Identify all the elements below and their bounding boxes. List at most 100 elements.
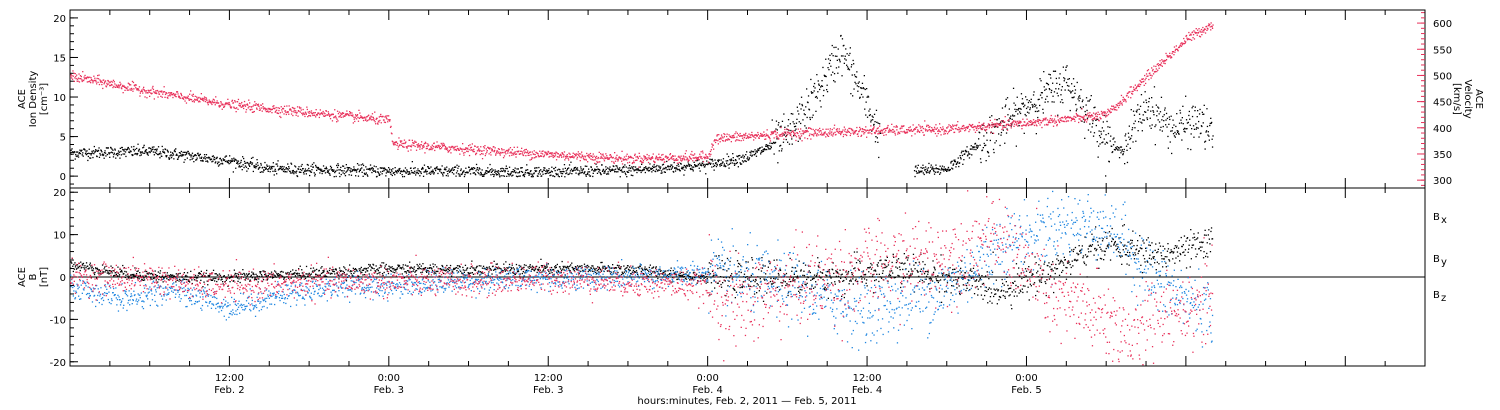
velocity-point <box>617 160 619 162</box>
density-point <box>691 168 693 170</box>
density-point <box>770 145 772 147</box>
density-point <box>734 163 736 165</box>
density-point <box>561 173 564 175</box>
velocity-point <box>723 136 725 138</box>
density-point <box>263 166 266 168</box>
velocity-point <box>294 111 296 114</box>
density-point <box>1194 110 1196 112</box>
velocity-point <box>246 103 248 105</box>
density-point <box>310 171 313 173</box>
velocity-point <box>530 158 533 161</box>
density-point <box>789 123 791 125</box>
velocity-point <box>637 156 639 158</box>
density-point <box>1138 121 1140 123</box>
density-point <box>1168 123 1170 125</box>
velocity-point <box>223 106 225 108</box>
velocity-point <box>633 162 635 164</box>
density-point <box>1175 125 1177 128</box>
density-point <box>590 166 592 168</box>
velocity-point <box>783 131 785 133</box>
density-point <box>251 163 253 166</box>
velocity-point <box>480 146 482 148</box>
velocity-point <box>548 156 550 158</box>
velocity-point <box>1130 97 1132 99</box>
velocity-point <box>281 111 283 113</box>
density-point <box>98 147 100 149</box>
velocity-point <box>737 139 739 141</box>
velocity-point <box>358 109 360 111</box>
density-point <box>113 153 115 156</box>
density-point <box>225 155 228 157</box>
density-point <box>542 173 544 175</box>
density-point <box>728 163 731 165</box>
density-point <box>288 167 290 169</box>
velocity-point <box>979 126 982 128</box>
density-point <box>535 170 537 173</box>
density-point <box>71 151 74 153</box>
density-point <box>996 119 998 121</box>
density-point <box>125 155 127 158</box>
velocity-point <box>664 161 666 163</box>
velocity-point <box>846 129 849 131</box>
velocity-point <box>1009 125 1011 127</box>
density-point <box>855 76 858 78</box>
density-point <box>176 154 178 156</box>
density-point <box>943 170 945 172</box>
density-point <box>538 171 540 173</box>
density-point <box>957 161 959 163</box>
density-point <box>398 168 400 170</box>
velocity-point <box>164 96 166 98</box>
velocity-point <box>231 100 233 102</box>
velocity-point <box>781 132 784 134</box>
density-point <box>244 165 247 167</box>
velocity-point <box>785 135 787 137</box>
density-point <box>1186 128 1188 130</box>
density-point <box>465 167 467 169</box>
velocity-point <box>409 145 412 147</box>
velocity-point <box>160 91 162 93</box>
density-point <box>452 167 454 169</box>
density-point <box>569 170 572 172</box>
velocity-point <box>552 156 554 159</box>
density-point <box>159 157 161 159</box>
velocity-point <box>926 125 928 128</box>
velocity-point <box>243 107 245 110</box>
velocity-point <box>194 98 196 100</box>
velocity-point <box>110 84 112 87</box>
velocity-point <box>1131 93 1134 95</box>
velocity-point <box>195 99 197 101</box>
velocity-point <box>400 141 402 143</box>
velocity-point <box>159 90 161 93</box>
velocity-point <box>830 134 832 136</box>
velocity-point <box>90 77 92 79</box>
density-point <box>1059 73 1061 75</box>
density-point <box>655 168 658 170</box>
density-point <box>1172 119 1174 121</box>
density-point <box>330 168 332 170</box>
velocity-point <box>157 96 159 98</box>
velocity-point <box>757 133 759 136</box>
velocity-point <box>836 130 838 132</box>
velocity-point <box>249 102 251 104</box>
velocity-point <box>143 90 146 92</box>
density-point <box>436 168 439 170</box>
velocity-point <box>1121 104 1123 106</box>
density-point <box>205 154 208 156</box>
density-point <box>412 172 414 174</box>
velocity-point <box>918 131 920 133</box>
density-point <box>519 175 521 177</box>
density-point <box>550 170 553 172</box>
velocity-point <box>392 141 394 143</box>
density-point <box>777 162 779 164</box>
density-point <box>700 164 702 166</box>
density-point <box>473 167 475 169</box>
velocity-point <box>203 96 206 98</box>
density-point <box>462 171 464 173</box>
density-point <box>744 160 746 162</box>
velocity-point <box>1145 77 1147 79</box>
velocity-point <box>1073 115 1075 118</box>
velocity-point <box>1016 120 1018 122</box>
density-point <box>1200 125 1203 127</box>
density-point <box>1099 136 1102 139</box>
density-point <box>1118 157 1121 159</box>
